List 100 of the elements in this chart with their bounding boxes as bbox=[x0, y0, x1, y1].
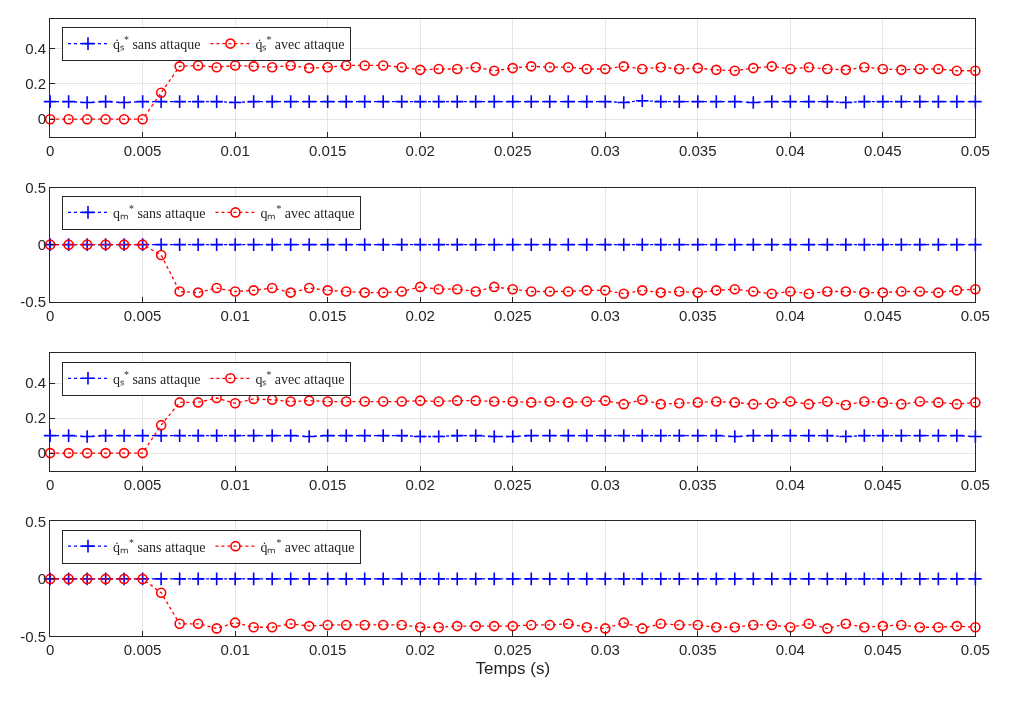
point bbox=[339, 571, 354, 586]
point bbox=[894, 571, 909, 586]
point bbox=[155, 419, 167, 431]
x-tick-label: 0.03 bbox=[590, 141, 620, 159]
point bbox=[43, 94, 58, 109]
point bbox=[376, 237, 391, 252]
point bbox=[248, 285, 259, 296]
point bbox=[211, 282, 222, 294]
y-tick-label: 0 bbox=[37, 570, 47, 588]
point bbox=[285, 287, 296, 298]
point bbox=[692, 397, 704, 408]
point bbox=[562, 286, 574, 297]
point bbox=[505, 429, 520, 444]
point bbox=[248, 61, 259, 72]
point bbox=[599, 285, 611, 296]
point bbox=[748, 619, 759, 631]
point bbox=[431, 429, 446, 444]
point bbox=[340, 619, 352, 631]
point bbox=[599, 623, 611, 634]
point bbox=[951, 65, 963, 77]
point bbox=[877, 397, 889, 408]
point bbox=[192, 287, 204, 298]
point bbox=[672, 237, 687, 252]
point bbox=[303, 395, 315, 406]
point bbox=[135, 94, 150, 109]
point bbox=[172, 237, 187, 252]
point bbox=[285, 618, 296, 630]
point bbox=[673, 397, 685, 409]
y-tick-label: 0.4 bbox=[25, 39, 47, 57]
point bbox=[914, 396, 926, 407]
point bbox=[265, 571, 280, 586]
y-tick-label: 0 bbox=[37, 110, 47, 128]
point bbox=[507, 620, 519, 632]
point bbox=[283, 94, 298, 109]
point bbox=[729, 65, 741, 77]
point bbox=[951, 398, 963, 410]
point bbox=[322, 396, 333, 407]
point bbox=[468, 94, 483, 109]
point bbox=[599, 395, 611, 406]
y-tick-label: 0.2 bbox=[25, 409, 47, 427]
point bbox=[949, 94, 964, 109]
point bbox=[155, 249, 167, 261]
point bbox=[376, 428, 391, 443]
point bbox=[914, 63, 926, 75]
point bbox=[505, 571, 520, 586]
point bbox=[709, 237, 724, 252]
point bbox=[246, 237, 261, 252]
y-tick-label: -0.5 bbox=[20, 627, 47, 645]
point bbox=[468, 428, 483, 443]
x-tick-label: 0.05 bbox=[960, 641, 990, 659]
point bbox=[857, 237, 872, 252]
x-tick-label: 0.005 bbox=[123, 306, 162, 324]
point bbox=[896, 619, 907, 631]
point bbox=[542, 94, 557, 109]
x-tick-label: 0.01 bbox=[220, 641, 250, 659]
point bbox=[894, 94, 909, 109]
point bbox=[544, 286, 556, 297]
point bbox=[303, 620, 315, 632]
point bbox=[729, 283, 741, 295]
point bbox=[339, 237, 354, 252]
point bbox=[487, 237, 502, 252]
x-tick-label: 0.03 bbox=[590, 641, 620, 659]
point bbox=[561, 237, 576, 252]
point bbox=[542, 428, 557, 443]
point bbox=[653, 94, 668, 109]
point bbox=[931, 237, 946, 252]
point bbox=[359, 396, 370, 407]
point bbox=[598, 571, 613, 586]
legend-label: q̇ₛ$^{*}$ sans attaque bbox=[112, 34, 201, 53]
x-tick-label: 0.02 bbox=[405, 306, 435, 324]
x-tick-label: 0.005 bbox=[123, 141, 162, 159]
point bbox=[488, 620, 500, 632]
point bbox=[505, 237, 520, 252]
point bbox=[265, 94, 280, 109]
point bbox=[322, 61, 333, 73]
point bbox=[285, 60, 296, 71]
point bbox=[450, 428, 465, 443]
point bbox=[283, 237, 298, 252]
point bbox=[562, 397, 574, 408]
point bbox=[692, 287, 704, 298]
point bbox=[970, 621, 981, 633]
point bbox=[636, 394, 648, 406]
point bbox=[877, 63, 889, 75]
point bbox=[598, 94, 613, 109]
y-tick-label: -0.5 bbox=[20, 293, 47, 310]
point bbox=[488, 281, 500, 293]
point bbox=[690, 428, 705, 443]
point bbox=[746, 237, 761, 252]
point bbox=[912, 237, 927, 252]
point bbox=[266, 61, 278, 73]
point bbox=[710, 621, 722, 633]
point bbox=[117, 95, 132, 110]
point bbox=[431, 94, 446, 109]
point bbox=[320, 428, 335, 443]
x-tick-label: 0.045 bbox=[864, 641, 902, 659]
point bbox=[396, 619, 407, 631]
point bbox=[246, 428, 261, 443]
point bbox=[433, 283, 445, 295]
legend-label: qₛ$^{*}$ sans attaque bbox=[112, 368, 201, 387]
point bbox=[672, 94, 687, 109]
